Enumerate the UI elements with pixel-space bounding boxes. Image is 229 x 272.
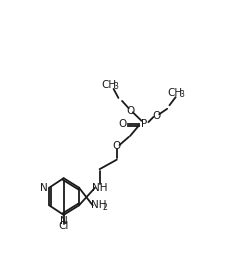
Text: Cl: Cl [58,221,69,231]
Text: O: O [113,141,121,151]
Text: O: O [152,112,160,121]
Text: 3: 3 [179,90,184,99]
Text: CH: CH [168,88,183,98]
Text: 2: 2 [103,203,107,212]
Text: N: N [60,216,68,226]
Text: NH: NH [92,183,107,193]
Text: N: N [40,183,48,193]
Text: NH: NH [91,200,106,210]
Text: P: P [141,119,147,129]
Text: 3: 3 [113,82,118,91]
Text: O: O [127,106,135,116]
Text: CH: CH [101,80,117,90]
Text: O: O [118,119,127,129]
